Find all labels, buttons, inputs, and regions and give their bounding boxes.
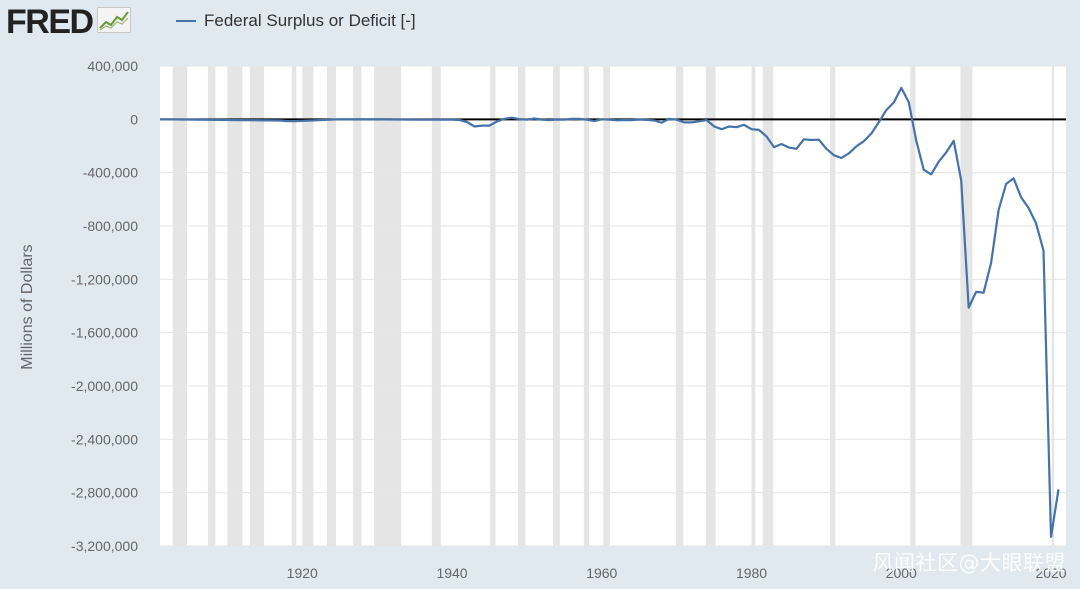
y-axis-title: Millions of Dollars	[19, 244, 36, 369]
recession-band	[227, 66, 243, 546]
y-tick-label: -3,200,000	[71, 538, 138, 554]
y-tick-label: -2,400,000	[71, 431, 138, 447]
recession-band	[374, 66, 402, 546]
recession-band	[910, 66, 916, 546]
recession-band	[172, 66, 187, 546]
recession-band	[326, 66, 336, 546]
x-tick-label: 1980	[736, 565, 767, 581]
recession-band	[705, 66, 716, 546]
recession-band	[353, 66, 362, 546]
x-tick-label: 1920	[287, 565, 318, 581]
fred-logo[interactable]: FRED	[6, 4, 131, 40]
recession-band	[517, 66, 526, 546]
legend-series-swatch	[176, 20, 196, 22]
chart-legend[interactable]: Federal Surplus or Deficit [-]	[176, 11, 416, 31]
x-axis-ticks: 1920 1940 1960 1980 2000 2020	[287, 565, 1067, 581]
recession-band	[603, 66, 611, 546]
fred-trend-icon	[96, 6, 131, 38]
recession-band	[291, 66, 297, 546]
y-tick-label: -800,000	[83, 218, 138, 234]
x-tick-label: 1940	[436, 565, 467, 581]
y-axis-ticks: 400,000 0 -400,000 -800,000 -1,200,000 -1,600…	[71, 58, 138, 554]
legend-series-label: Federal Surplus or Deficit [-]	[204, 11, 416, 30]
recession-band	[431, 66, 441, 546]
recession-band	[751, 66, 756, 546]
x-tick-label: 2020	[1035, 565, 1066, 581]
y-tick-label: 0	[130, 111, 138, 127]
series-line-federal-surplus-or-deficit[interactable]	[159, 86, 1060, 538]
recession-band	[762, 66, 774, 546]
recession-band	[490, 66, 496, 546]
y-tick-label: -1,600,000	[71, 325, 138, 341]
recession-bands	[172, 66, 1055, 546]
recession-band	[675, 66, 684, 546]
recession-band	[249, 66, 265, 546]
recession-band	[960, 66, 973, 546]
recession-band	[583, 66, 590, 546]
recession-band	[830, 66, 836, 546]
y-tick-label: -2,800,000	[71, 485, 138, 501]
y-tick-label: 400,000	[87, 58, 138, 74]
watermark-text: 风闻社区@大眼联盟	[872, 551, 1066, 575]
x-tick-label: 2000	[886, 565, 917, 581]
y-tick-label: -1,200,000	[71, 271, 138, 287]
y-tick-label: -400,000	[83, 165, 138, 181]
y-tick-label: -2,000,000	[71, 378, 138, 394]
x-tick-label: 1960	[586, 565, 617, 581]
recession-band	[207, 66, 216, 546]
fred-logo-text: FRED	[6, 3, 94, 41]
recession-band	[302, 66, 314, 546]
recession-band	[1051, 66, 1055, 546]
recession-band	[553, 66, 560, 546]
